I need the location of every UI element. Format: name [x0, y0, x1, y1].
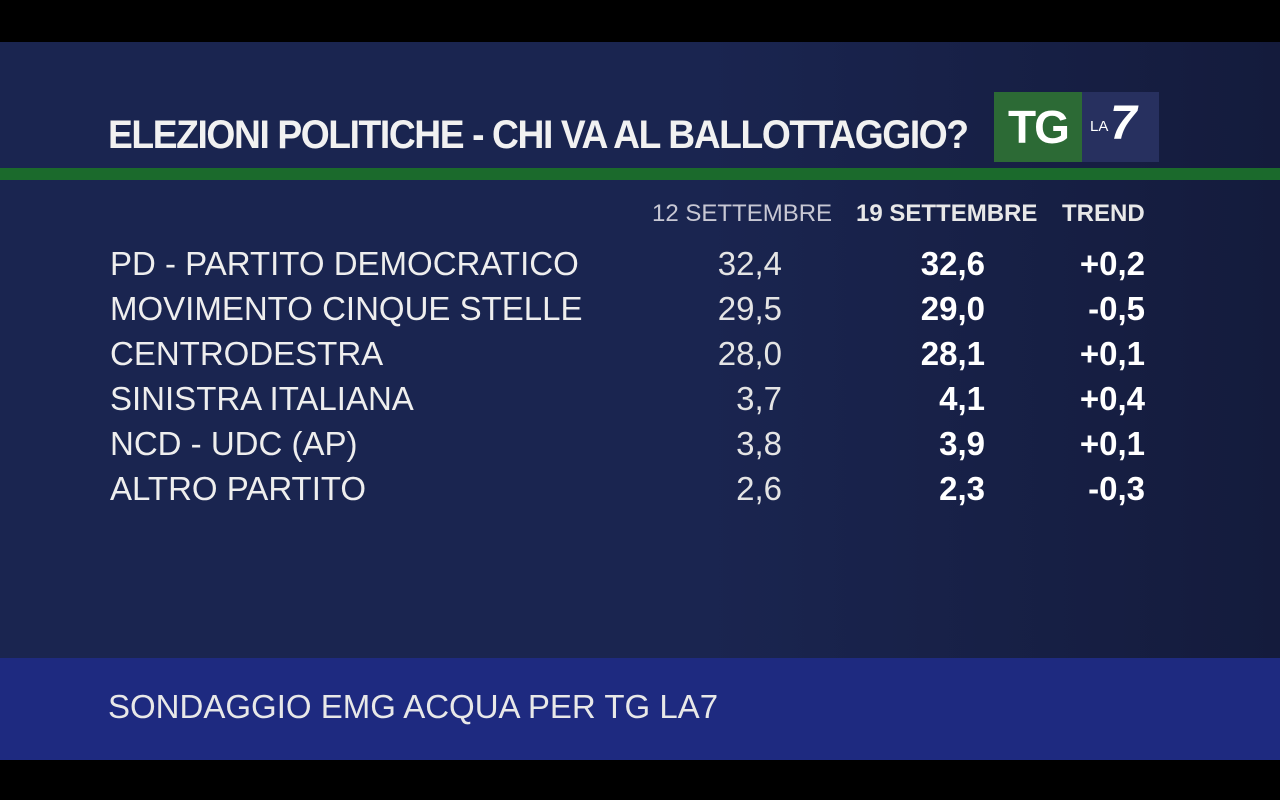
table-row: ALTRO PARTITO 2,6 2,3 -0,3: [0, 470, 1280, 515]
party-name: ALTRO PARTITO: [110, 470, 367, 507]
table-row: SINISTRA ITALIANA 3,7 4,1 +0,4: [0, 380, 1280, 425]
party-name: CENTRODESTRA: [110, 335, 384, 372]
value-12-settembre: 28,0: [717, 335, 782, 372]
logo-la: LA: [1090, 118, 1109, 135]
party-name: NCD - UDC (AP): [110, 425, 358, 462]
value-12-settembre: 2,6: [736, 470, 782, 507]
value-12-settembre: 3,7: [736, 380, 782, 417]
column-header-19-settembre: 19 SETTEMBRE: [856, 200, 1038, 227]
value-19-settembre: 32,6: [920, 245, 985, 282]
table-row: MOVIMENTO CINQUE STELLE 29,5 29,0 -0,5: [0, 290, 1280, 335]
table-row: NCD - UDC (AP) 3,8 3,9 +0,1: [0, 425, 1280, 470]
trend-value: -0,5: [1088, 290, 1145, 327]
logo-tg: TG: [994, 92, 1082, 162]
value-12-settembre: 29,5: [717, 290, 782, 327]
value-12-settembre: 3,8: [736, 425, 782, 462]
trend-value: +0,1: [1079, 425, 1145, 462]
column-header-trend: TREND: [1062, 200, 1145, 227]
value-19-settembre: 2,3: [939, 470, 985, 507]
chart-title: ELEZIONI POLITICHE - CHI VA AL BALLOTTAG…: [108, 113, 969, 157]
party-name: MOVIMENTO CINQUE STELLE: [110, 290, 583, 327]
footer-bar: [0, 658, 1280, 760]
value-12-settembre: 32,4: [717, 245, 782, 282]
source-caption: SONDAGGIO EMG ACQUA PER TG LA7: [108, 688, 719, 725]
logo-la7: LA 7: [1082, 92, 1159, 162]
value-19-settembre: 4,1: [939, 380, 985, 417]
tg-la7-logo: TG LA 7: [994, 92, 1159, 162]
value-19-settembre: 29,0: [920, 290, 985, 327]
table-row: PD - PARTITO DEMOCRATICO 32,4 32,6 +0,2: [0, 245, 1280, 290]
logo-seven: 7: [1110, 97, 1137, 150]
trend-value: -0,3: [1088, 470, 1145, 507]
column-header-12-settembre: 12 SETTEMBRE: [652, 200, 833, 227]
party-name: SINISTRA ITALIANA: [110, 380, 414, 417]
trend-value: +0,4: [1079, 380, 1145, 417]
value-19-settembre: 3,9: [939, 425, 985, 462]
trend-value: +0,1: [1079, 335, 1145, 372]
value-19-settembre: 28,1: [920, 335, 985, 372]
green-divider: [0, 168, 1280, 180]
trend-value: +0,2: [1079, 245, 1145, 282]
table-row: CENTRODESTRA 28,0 28,1 +0,1: [0, 335, 1280, 380]
party-name: PD - PARTITO DEMOCRATICO: [110, 245, 579, 282]
